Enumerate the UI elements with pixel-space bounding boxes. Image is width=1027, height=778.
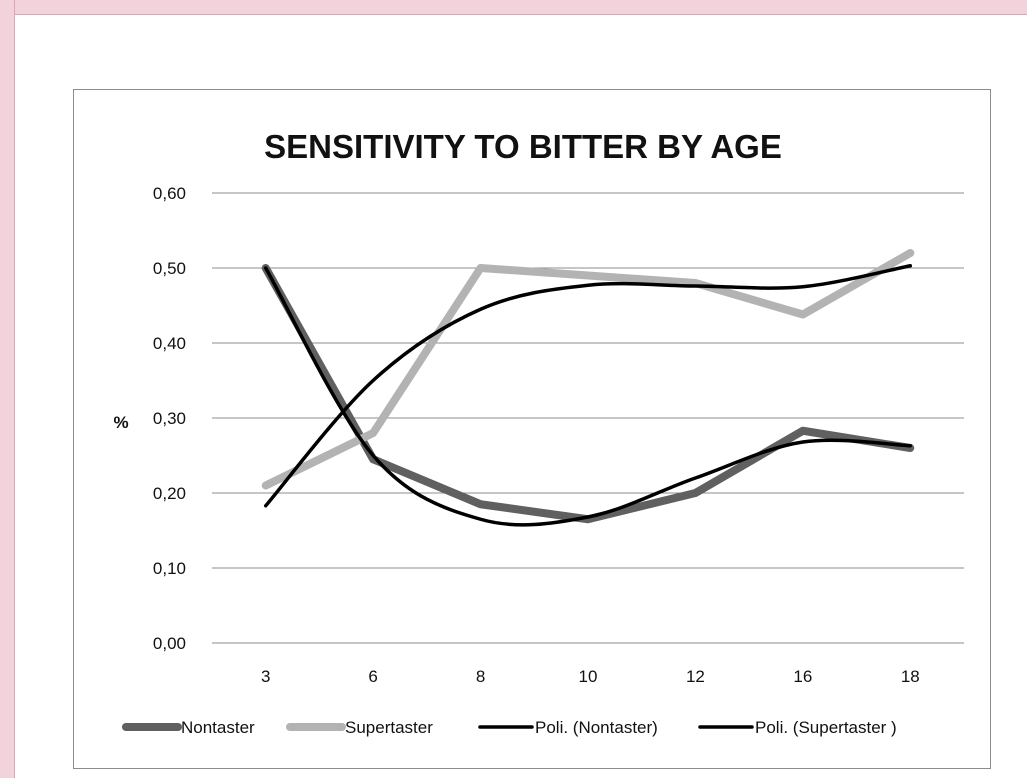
y-tick-label: 0,50: [153, 259, 186, 278]
series-lines: [261, 249, 915, 527]
y-tick-label: 0,00: [153, 634, 186, 653]
series-line-nontaster: [261, 264, 915, 524]
series-line-poli-supertaster: [263, 264, 913, 508]
frame-left-border: [0, 0, 15, 778]
x-tick-label: 8: [476, 667, 485, 686]
x-tick-label: 16: [793, 667, 812, 686]
x-tick-label: 6: [368, 667, 377, 686]
x-tick-label: 18: [901, 667, 920, 686]
y-tick-label: 0,20: [153, 484, 186, 503]
x-tick-label: 10: [579, 667, 598, 686]
x-tick-labels: 3 6 8 10 12 16 18: [261, 667, 920, 686]
series-line-supertaster: [261, 249, 915, 490]
chart-area: [73, 89, 991, 769]
y-tick-label: 0,60: [153, 184, 186, 203]
y-tick-label: 0,30: [153, 409, 186, 428]
frame-top-border: [0, 0, 1027, 15]
gridlines: [212, 192, 964, 644]
x-tick-label: 12: [686, 667, 705, 686]
y-tick-labels: 0,00 0,10 0,20 0,30 0,40 0,50 0,60: [153, 184, 186, 653]
chart-title: SENSITIVITY TO BITTER BY AGE: [264, 128, 782, 165]
y-tick-label: 0,40: [153, 334, 186, 353]
y-axis-label: %: [113, 413, 128, 432]
x-tick-label: 3: [261, 667, 270, 686]
legend: Nontaster Supertaster Poli. (Nontaster) Pol…: [122, 718, 897, 737]
series-line-poli-nontaster: [263, 266, 913, 527]
y-tick-label: 0,10: [153, 559, 186, 578]
legend-label: Nontaster: [181, 718, 255, 737]
legend-label: Supertaster: [345, 718, 433, 737]
legend-label: Poli. (Supertaster ): [755, 718, 897, 737]
legend-label: Poli. (Nontaster): [535, 718, 658, 737]
